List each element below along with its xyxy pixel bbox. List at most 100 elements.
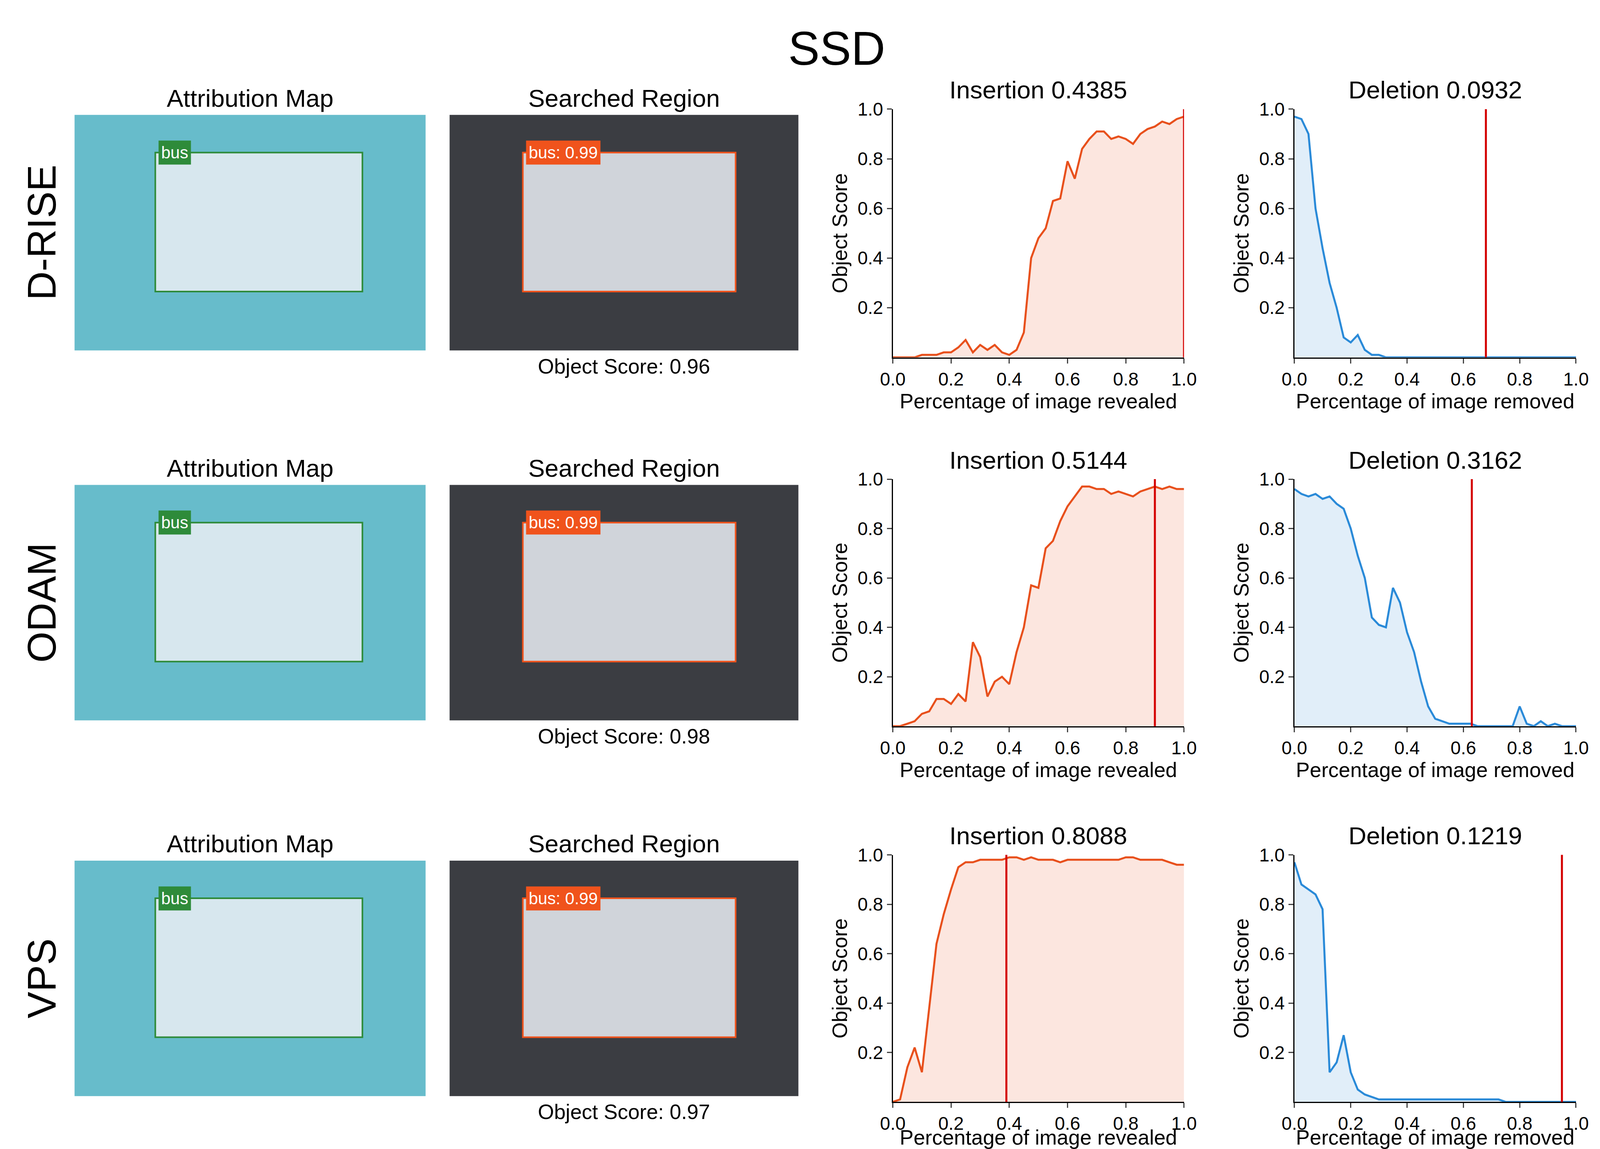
- svg-text:1.0: 1.0: [1171, 368, 1197, 390]
- svg-text:Insertion 0.4385: Insertion 0.4385: [949, 75, 1128, 104]
- svg-text:0.2: 0.2: [938, 1112, 964, 1134]
- svg-text:Searched Region: Searched Region: [528, 454, 720, 482]
- svg-text:0.8: 0.8: [1112, 737, 1139, 759]
- svg-text:SSD: SSD: [788, 21, 886, 75]
- svg-text:0.8: 0.8: [1112, 368, 1139, 390]
- svg-text:0.4: 0.4: [857, 617, 883, 638]
- svg-text:ODAM: ODAM: [19, 542, 64, 663]
- svg-text:Searched Region: Searched Region: [528, 84, 720, 112]
- svg-text:0.2: 0.2: [857, 666, 883, 688]
- svg-text:0.2: 0.2: [1338, 737, 1364, 759]
- svg-text:Percentage of image revealed: Percentage of image revealed: [899, 1125, 1178, 1149]
- svg-text:0.8: 0.8: [1259, 893, 1285, 915]
- svg-text:Object Score: Object Score: [1229, 918, 1253, 1039]
- svg-text:0.4: 0.4: [1394, 368, 1421, 390]
- svg-text:0.6: 0.6: [1450, 737, 1477, 759]
- svg-text:0.2: 0.2: [1338, 368, 1364, 390]
- svg-text:VPS: VPS: [19, 938, 64, 1019]
- svg-text:Attribution Map: Attribution Map: [166, 454, 334, 482]
- svg-text:0.4: 0.4: [1394, 737, 1421, 759]
- svg-text:0.4: 0.4: [1259, 992, 1285, 1014]
- svg-text:0.6: 0.6: [1450, 368, 1477, 390]
- svg-text:Object Score: Object Score: [1229, 542, 1253, 664]
- svg-text:0.6: 0.6: [857, 567, 883, 589]
- svg-text:0.2: 0.2: [1259, 297, 1285, 318]
- svg-text:0.0: 0.0: [880, 368, 906, 390]
- svg-text:0.8: 0.8: [1259, 148, 1285, 170]
- svg-text:1.0: 1.0: [857, 98, 883, 120]
- svg-text:1.0: 1.0: [1171, 1112, 1197, 1134]
- svg-text:Deletion 0.1219: Deletion 0.1219: [1348, 821, 1523, 850]
- svg-text:0.4: 0.4: [857, 992, 883, 1014]
- svg-text:Attribution Map: Attribution Map: [166, 84, 334, 112]
- svg-text:Object Score: 0.97: Object Score: 0.97: [537, 1100, 711, 1124]
- svg-text:0.2: 0.2: [1259, 666, 1285, 688]
- svg-text:0.8: 0.8: [1506, 737, 1533, 759]
- svg-text:Deletion 0.3162: Deletion 0.3162: [1348, 446, 1523, 474]
- svg-text:Insertion 0.5144: Insertion 0.5144: [949, 446, 1128, 474]
- svg-text:0.4: 0.4: [996, 1112, 1023, 1134]
- svg-text:1.0: 1.0: [1171, 737, 1197, 759]
- svg-text:0.6: 0.6: [1054, 1112, 1081, 1134]
- svg-text:1.0: 1.0: [857, 468, 883, 490]
- svg-text:1.0: 1.0: [1259, 98, 1285, 120]
- svg-text:1.0: 1.0: [1259, 844, 1285, 866]
- svg-text:0.0: 0.0: [880, 737, 906, 759]
- svg-text:0.0: 0.0: [1281, 737, 1308, 759]
- svg-text:0.2: 0.2: [938, 737, 964, 759]
- svg-text:Object Score: Object Score: [1229, 173, 1253, 294]
- svg-text:Searched Region: Searched Region: [528, 829, 720, 858]
- svg-text:Object Score: Object Score: [828, 918, 852, 1039]
- svg-text:Percentage of image removed: Percentage of image removed: [1296, 758, 1575, 782]
- svg-text:0.8: 0.8: [1112, 1112, 1139, 1134]
- svg-text:0.2: 0.2: [938, 368, 964, 390]
- svg-text:Object Score: Object Score: [828, 173, 852, 294]
- svg-text:Object Score: 0.96: Object Score: 0.96: [537, 354, 711, 378]
- svg-text:0.0: 0.0: [880, 1112, 906, 1134]
- svg-text:bus: bus: [161, 513, 189, 532]
- svg-text:0.6: 0.6: [1054, 737, 1081, 759]
- svg-text:bus: bus: [161, 143, 189, 162]
- svg-text:Attribution Map: Attribution Map: [166, 829, 334, 858]
- svg-text:1.0: 1.0: [1563, 368, 1589, 390]
- svg-text:0.4: 0.4: [996, 368, 1023, 390]
- svg-text:1.0: 1.0: [1563, 1112, 1589, 1134]
- svg-text:Object Score: 0.98: Object Score: 0.98: [537, 724, 711, 748]
- svg-text:0.8: 0.8: [857, 518, 883, 540]
- svg-text:0.4: 0.4: [996, 737, 1023, 759]
- svg-text:0.0: 0.0: [1281, 368, 1308, 390]
- svg-text:0.8: 0.8: [857, 893, 883, 915]
- svg-text:Percentage of image revealed: Percentage of image revealed: [899, 389, 1178, 413]
- svg-text:0.8: 0.8: [1506, 1112, 1533, 1134]
- svg-text:0.4: 0.4: [857, 247, 883, 269]
- svg-text:0.6: 0.6: [1450, 1112, 1477, 1134]
- svg-text:1.0: 1.0: [857, 844, 883, 866]
- svg-text:0.6: 0.6: [1054, 368, 1081, 390]
- svg-text:bus: 0.99: bus: 0.99: [528, 888, 598, 908]
- svg-text:Insertion 0.8088: Insertion 0.8088: [949, 821, 1128, 850]
- svg-text:0.6: 0.6: [857, 943, 883, 965]
- svg-text:Percentage of image removed: Percentage of image removed: [1296, 389, 1575, 413]
- svg-text:0.0: 0.0: [1281, 1112, 1308, 1134]
- svg-text:0.8: 0.8: [1506, 368, 1533, 390]
- svg-text:Deletion 0.0932: Deletion 0.0932: [1348, 75, 1523, 104]
- svg-text:bus: 0.99: bus: 0.99: [528, 513, 598, 532]
- svg-text:D-RISE: D-RISE: [19, 164, 64, 301]
- svg-text:0.2: 0.2: [1259, 1042, 1285, 1063]
- svg-text:0.6: 0.6: [1259, 943, 1285, 965]
- svg-text:0.6: 0.6: [1259, 567, 1285, 589]
- svg-text:Object Score: Object Score: [828, 542, 852, 664]
- svg-text:1.0: 1.0: [1259, 468, 1285, 490]
- svg-text:1.0: 1.0: [1563, 737, 1589, 759]
- svg-text:0.2: 0.2: [1338, 1112, 1364, 1134]
- svg-text:0.2: 0.2: [857, 1042, 883, 1063]
- svg-text:0.2: 0.2: [857, 297, 883, 318]
- svg-text:0.6: 0.6: [857, 197, 883, 219]
- svg-text:Percentage of image revealed: Percentage of image revealed: [899, 758, 1178, 782]
- svg-text:bus: 0.99: bus: 0.99: [528, 143, 598, 162]
- svg-text:0.6: 0.6: [1259, 197, 1285, 219]
- svg-text:0.4: 0.4: [1259, 617, 1285, 638]
- svg-text:0.8: 0.8: [857, 148, 883, 170]
- svg-text:Percentage of image removed: Percentage of image removed: [1296, 1125, 1575, 1149]
- svg-text:0.4: 0.4: [1259, 247, 1285, 269]
